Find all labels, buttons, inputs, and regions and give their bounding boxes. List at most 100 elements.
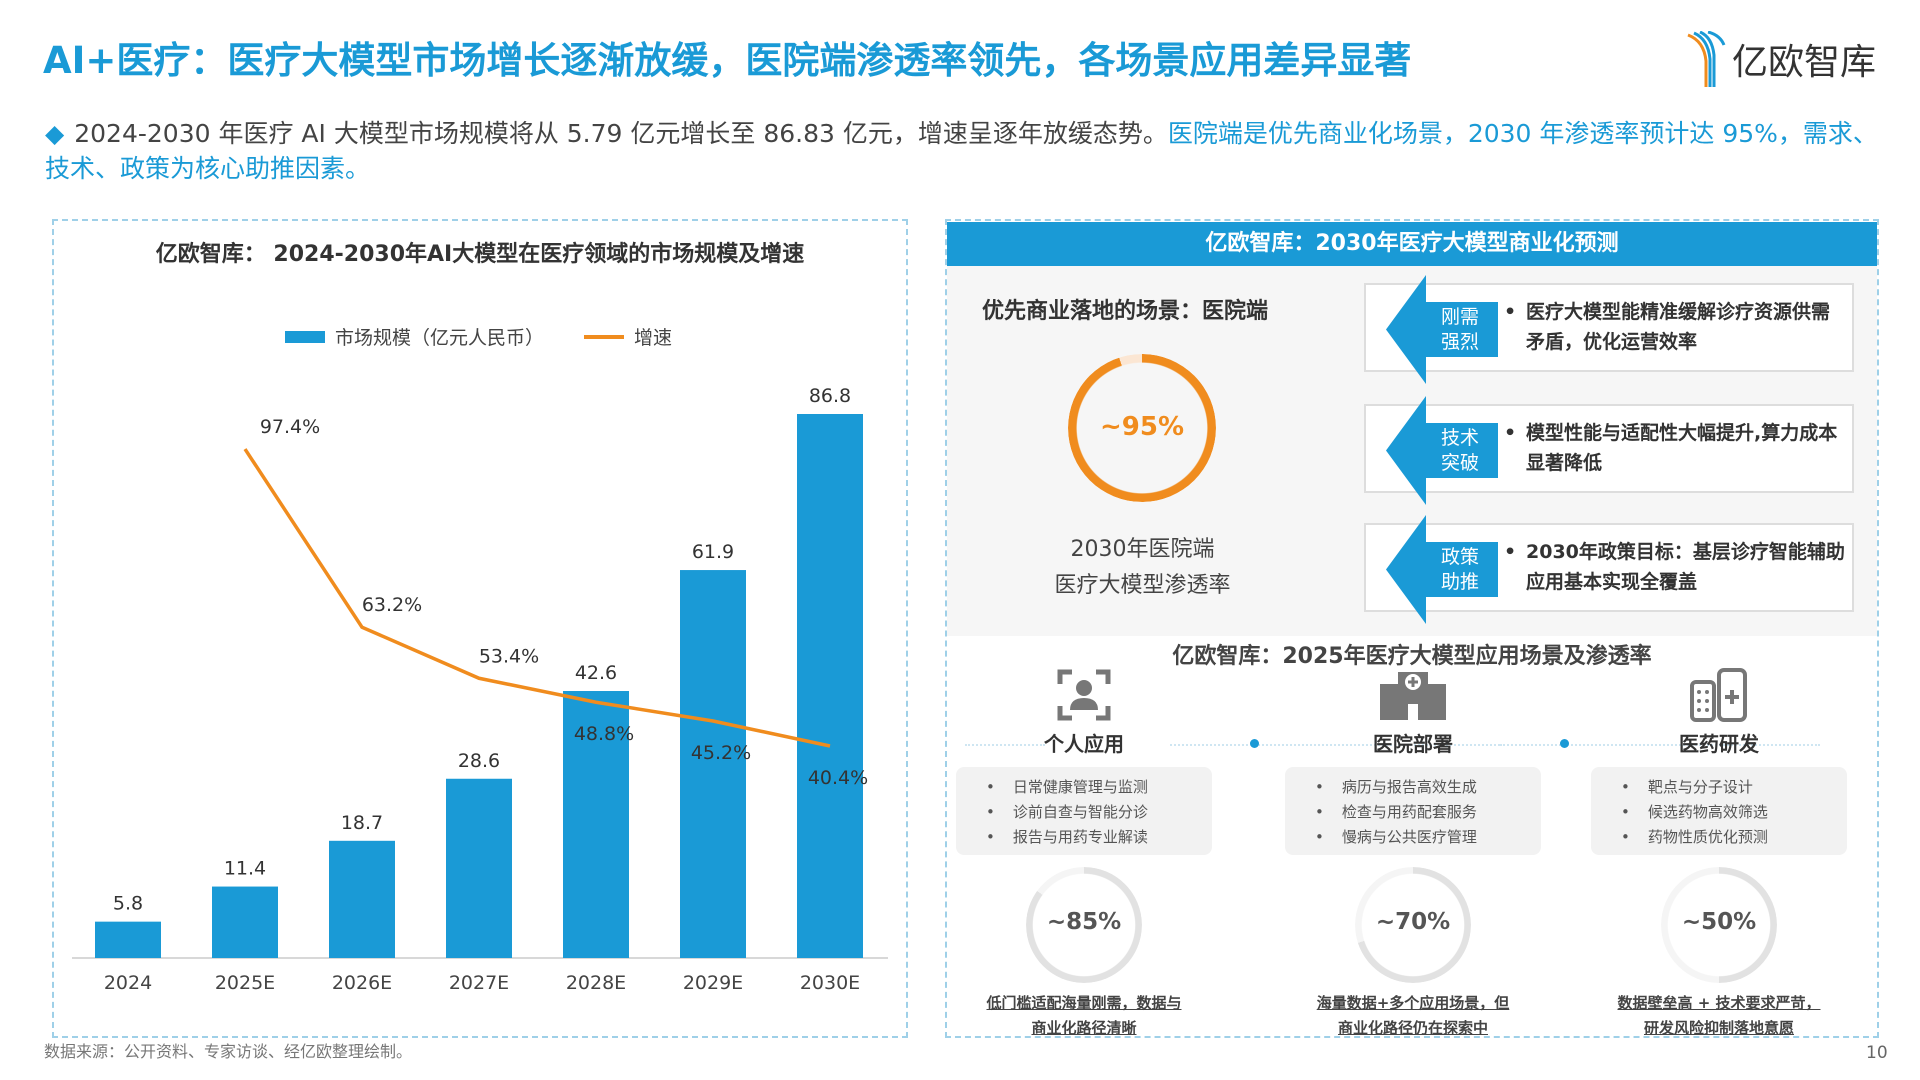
scene-caption: 商业化路径清晰 [1031, 1019, 1137, 1037]
medicine-icon [1569, 668, 1869, 724]
summary-highlight: 医院端是优先商业化场景，2030 年渗透率预计达 95%，需求、技术、政策为核心… [45, 119, 1878, 183]
hospital-icon [1263, 668, 1563, 724]
timeline-dot [1250, 739, 1259, 748]
x-tick-label: 2028E [566, 972, 626, 994]
bar-label: 28.6 [458, 750, 500, 772]
bar-label: 61.9 [692, 541, 734, 563]
scene-donut [1661, 867, 1777, 983]
x-tick-label: 2029E [683, 972, 743, 994]
market-chart-panel [52, 219, 908, 1038]
summary: ◆ 2024-2030 年医疗 AI 大模型市场规模将从 5.79 亿元增长至 8… [45, 116, 1885, 186]
bar-label: 86.8 [809, 385, 851, 407]
forecast-panel [945, 219, 1879, 1038]
arrow-icon [1386, 275, 1426, 384]
growth-label: 40.4% [808, 767, 868, 789]
x-tick-label: 2026E [332, 972, 392, 994]
scene-item: 药物性质优化预测 [1621, 825, 1847, 850]
legend-bar-label: 市场规模（亿元人民币） [335, 327, 545, 349]
scene-item: 检查与用药配套服务 [1315, 800, 1541, 825]
scene-caption: 研发风险抑制落地意愿 [1643, 1019, 1794, 1037]
growth-line [243, 448, 831, 748]
growth-label: 97.4% [260, 416, 320, 438]
bar-label: 18.7 [341, 812, 383, 834]
scene-value: ~85% [1046, 909, 1122, 935]
data-source: 数据来源：公开资料、专家访谈、经亿欧整理绘制。 [44, 1042, 413, 1061]
timeline-dot [1560, 739, 1569, 748]
scene-column: 医院部署 病历与报告高效生成检查与用药配套服务慢病与公共医疗管理 ~70% 海量… [1263, 668, 1563, 1041]
x-tick-label: 2027E [449, 972, 509, 994]
caption-line: 医疗大模型渗透率 [1054, 573, 1231, 598]
scene-item: 病历与报告高效生成 [1315, 775, 1541, 800]
market-chart: 5.8 2024 11.4 2025E 18.7 2026E 28.6 2027E 42.6 20… [72, 385, 888, 994]
legend-bar-swatch [285, 330, 325, 343]
logo: 亿欧智库 [1686, 30, 1891, 88]
scene-donut [1355, 867, 1471, 983]
arrow-icon [1386, 396, 1426, 505]
bar [797, 414, 863, 958]
scene-column: 医药研发 靶点与分子设计候选药物高效筛选药物性质优化预测 ~50% 数据壁垒高 … [1569, 668, 1869, 1041]
scene-value: ~70% [1375, 909, 1451, 935]
scene-name: 个人应用 [1044, 732, 1124, 756]
bar [212, 886, 278, 958]
scene-item: 日常健康管理与监测 [986, 775, 1212, 800]
scene-item: 报告与用药专业解读 [986, 825, 1212, 850]
factor-box: 技术突破模型性能与适配性大幅提升,算力成本显著降低 [1364, 396, 1854, 505]
legend-line-swatch [584, 334, 625, 339]
factor-tag: 刚需 强烈 [1422, 302, 1498, 357]
factor-text: 2030年政策目标：基层诊疗智能辅助应用基本实现全覆盖 [1504, 537, 1846, 597]
logo-icon [1687, 31, 1726, 87]
arrow-icon [1386, 515, 1426, 624]
donut-caption: 2030年医院端 医疗大模型渗透率 [1000, 532, 1285, 604]
bar [95, 921, 161, 958]
scene-item: 慢病与公共医疗管理 [1315, 825, 1541, 850]
scene-caption: 海量数据+多个应用场景，但 [1316, 994, 1510, 1012]
growth-label: 48.8% [574, 723, 634, 745]
caption-line: 2030年医院端 [1070, 537, 1215, 562]
bar [446, 778, 512, 958]
donut-value: ~95% [1099, 412, 1185, 442]
summary-text: 2024-2030 年医疗 AI 大模型市场规模将从 5.79 亿元增长至 86… [74, 119, 1168, 148]
growth-label: 53.4% [479, 645, 539, 667]
page-title: AI+医疗：医疗大模型市场增长逐渐放缓，医院端渗透率领先，各场景应用差异显著 [43, 39, 1412, 82]
factor-box: 政策助推2030年政策目标：基层诊疗智能辅助应用基本实现全覆盖 [1364, 515, 1854, 624]
scene-value: ~50% [1681, 909, 1757, 935]
person-scan-icon [934, 668, 1234, 724]
scene-caption: 低门槛适配海量刚需，数据与 [986, 994, 1182, 1012]
bar-label: 5.8 [113, 893, 143, 915]
scene-caption: 数据壁垒高 + 技术要求严苛， [1617, 994, 1821, 1012]
priority-scene: 优先商业落地的场景：医院端 [982, 299, 1269, 324]
bar [329, 840, 395, 958]
scene-name: 医药研发 [1679, 732, 1759, 756]
growth-label: 45.2% [691, 742, 751, 764]
scene-items: 靶点与分子设计候选药物高效筛选药物性质优化预测 [1591, 767, 1847, 855]
factor-text: 医疗大模型能精准缓解诊疗资源供需矛盾，优化运营效率 [1504, 297, 1846, 357]
bar [563, 691, 629, 958]
scene-item: 靶点与分子设计 [1621, 775, 1847, 800]
legend-line-label: 增速 [634, 327, 673, 349]
hospital-penetration-donut [1068, 354, 1216, 502]
bar [680, 570, 746, 958]
page-number: 10 [1866, 1043, 1888, 1063]
growth-label: 63.2% [362, 594, 422, 616]
logo-text: 亿欧智库 [1732, 42, 1877, 83]
x-tick-label: 2030E [800, 972, 860, 994]
scene-items: 日常健康管理与监测诊前自查与智能分诊报告与用药专业解读 [956, 767, 1212, 855]
forecast-header: 亿欧智库：2030年医疗大模型商业化预测 [947, 222, 1877, 266]
factor-box: 刚需强烈医疗大模型能精准缓解诊疗资源供需矛盾，优化运营效率 [1364, 275, 1854, 384]
bar-label: 42.6 [575, 662, 617, 684]
scene-name: 医院部署 [1373, 732, 1453, 756]
bar-label: 11.4 [224, 858, 266, 880]
scene-item: 诊前自查与智能分诊 [986, 800, 1212, 825]
factor-tag: 政策 助推 [1422, 542, 1498, 597]
factor-tag: 技术 突破 [1422, 423, 1498, 478]
chart-legend: 市场规模（亿元人民币） 增速 [285, 323, 672, 350]
diamond-bullet-icon: ◆ [45, 119, 65, 148]
scenes-title: 亿欧智库：2025年医疗大模型应用场景及渗透率 [1172, 644, 1652, 669]
scene-item: 候选药物高效筛选 [1621, 800, 1847, 825]
scene-donut [1026, 867, 1142, 983]
x-tick-label: 2025E [215, 972, 275, 994]
scene-items: 病历与报告高效生成检查与用药配套服务慢病与公共医疗管理 [1285, 767, 1541, 855]
scene-caption: 商业化路径仍在探索中 [1337, 1019, 1488, 1037]
chart-title: 亿欧智库： 2024-2030年AI大模型在医疗领域的市场规模及增速 [155, 242, 805, 267]
scene-column: 个人应用 日常健康管理与监测诊前自查与智能分诊报告与用药专业解读 ~85% 低门… [934, 668, 1234, 1041]
